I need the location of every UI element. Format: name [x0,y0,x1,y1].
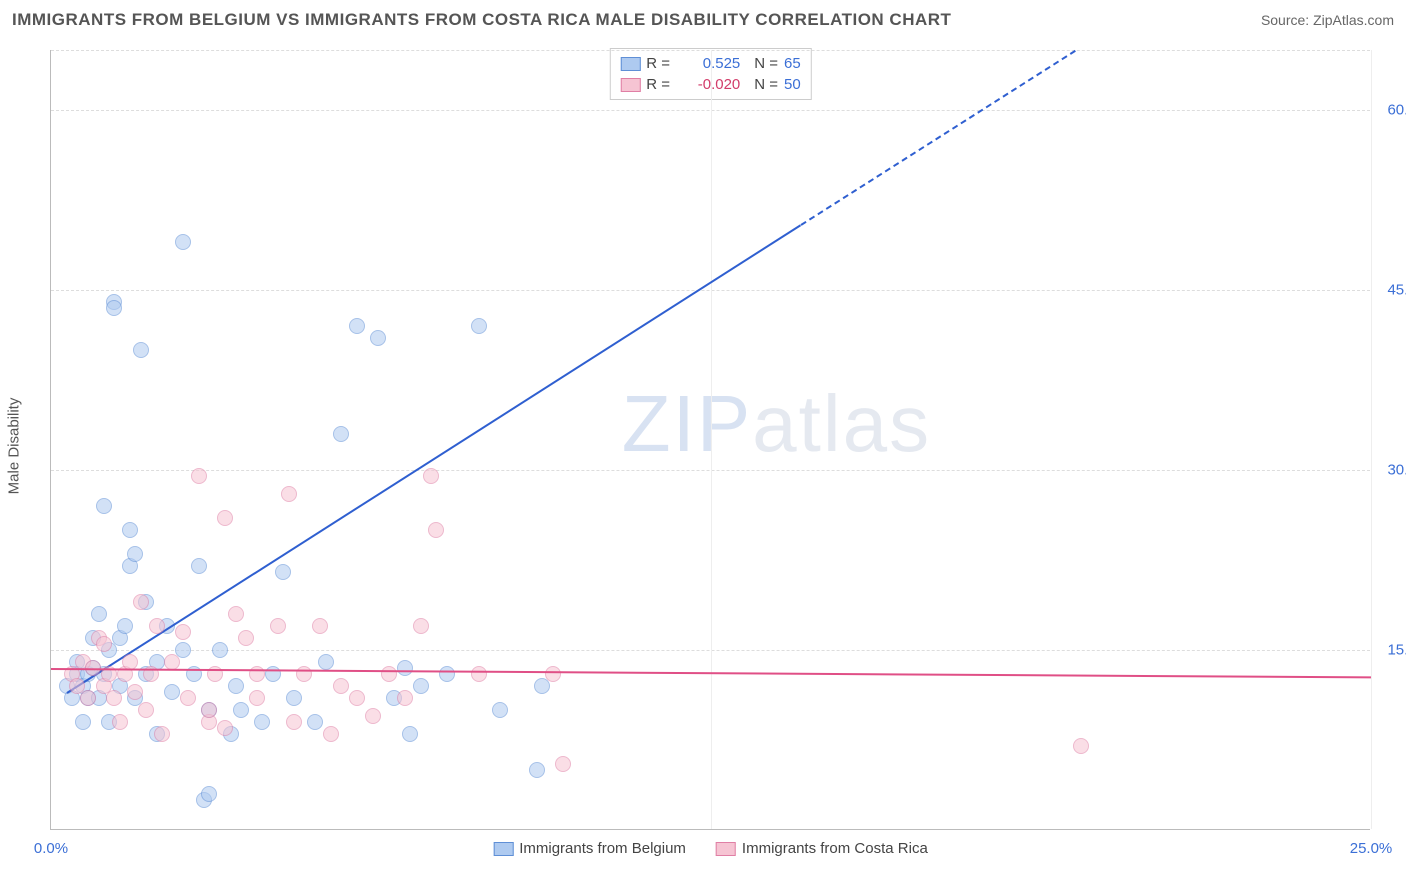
scatter-point [439,666,455,682]
scatter-point [217,720,233,736]
scatter-point [149,618,165,634]
source-label: Source: ZipAtlas.com [1261,12,1394,28]
r-label: R = [646,55,674,72]
scatter-point [312,618,328,634]
scatter-point [365,708,381,724]
scatter-point [154,726,170,742]
scatter-point [175,624,191,640]
trend-line-extension [800,50,1075,226]
legend-swatch [620,78,640,92]
scatter-point [91,606,107,622]
scatter-point [112,714,128,730]
legend-swatch [493,842,513,856]
scatter-point [381,666,397,682]
scatter-point [397,690,413,706]
scatter-plot: ZIPatlas R =0.525N =65R =-0.020N =50 Imm… [50,50,1370,830]
scatter-point [122,522,138,538]
scatter-point [217,510,233,526]
scatter-point [80,690,96,706]
scatter-point [133,342,149,358]
trend-line [66,224,801,694]
scatter-point [106,300,122,316]
scatter-point [238,630,254,646]
scatter-point [254,714,270,730]
scatter-point [349,690,365,706]
x-tick-label: 0.0% [34,840,68,857]
scatter-point [281,486,297,502]
scatter-point [212,642,228,658]
scatter-point [270,618,286,634]
legend-label: Immigrants from Belgium [519,840,686,857]
chart-title: IMMIGRANTS FROM BELGIUM VS IMMIGRANTS FR… [12,10,951,30]
legend-swatch [716,842,736,856]
y-tick-label: 15.0% [1375,642,1406,659]
scatter-point [138,702,154,718]
scatter-point [318,654,334,670]
scatter-point [402,726,418,742]
scatter-point [296,666,312,682]
scatter-point [349,318,365,334]
scatter-point [133,594,149,610]
x-tick-label: 25.0% [1350,840,1393,857]
scatter-point [228,606,244,622]
scatter-point [370,330,386,346]
scatter-point [96,636,112,652]
scatter-point [117,618,133,634]
legend-label: Immigrants from Costa Rica [742,840,928,857]
scatter-point [545,666,561,682]
scatter-point [286,714,302,730]
scatter-point [201,786,217,802]
scatter-point [286,690,302,706]
scatter-point [423,468,439,484]
scatter-point [471,318,487,334]
scatter-point [249,690,265,706]
n-value: 50 [784,76,801,93]
scatter-point [191,558,207,574]
series-legend: Immigrants from Belgium Immigrants from C… [493,840,928,857]
title-bar: IMMIGRANTS FROM BELGIUM VS IMMIGRANTS FR… [12,10,1394,30]
y-tick-label: 60.0% [1375,102,1406,119]
scatter-point [1073,738,1089,754]
scatter-point [307,714,323,730]
r-label: R = [646,76,674,93]
scatter-point [323,726,339,742]
legend-swatch [620,57,640,71]
legend-item: Immigrants from Belgium [493,840,686,857]
scatter-point [413,678,429,694]
scatter-point [164,654,180,670]
scatter-point [96,498,112,514]
scatter-point [428,522,444,538]
n-label: N = [754,76,778,93]
scatter-point [555,756,571,772]
y-axis-title: Male Disability [6,398,23,495]
scatter-point [275,564,291,580]
scatter-point [75,714,91,730]
y-tick-label: 30.0% [1375,462,1406,479]
scatter-point [529,762,545,778]
scatter-point [233,702,249,718]
scatter-point [228,678,244,694]
scatter-point [333,678,349,694]
scatter-point [471,666,487,682]
legend-item: Immigrants from Costa Rica [716,840,928,857]
n-value: 65 [784,55,801,72]
scatter-point [201,702,217,718]
scatter-point [397,660,413,676]
y-tick-label: 45.0% [1375,282,1406,299]
watermark: ZIPatlas [622,378,931,470]
n-label: N = [754,55,778,72]
grid-line-v [1371,50,1372,829]
scatter-point [127,684,143,700]
scatter-point [413,618,429,634]
scatter-point [191,468,207,484]
scatter-point [180,690,196,706]
scatter-point [333,426,349,442]
scatter-point [492,702,508,718]
scatter-point [127,546,143,562]
scatter-point [106,690,122,706]
scatter-point [175,234,191,250]
grid-line-v [711,50,712,829]
scatter-point [164,684,180,700]
